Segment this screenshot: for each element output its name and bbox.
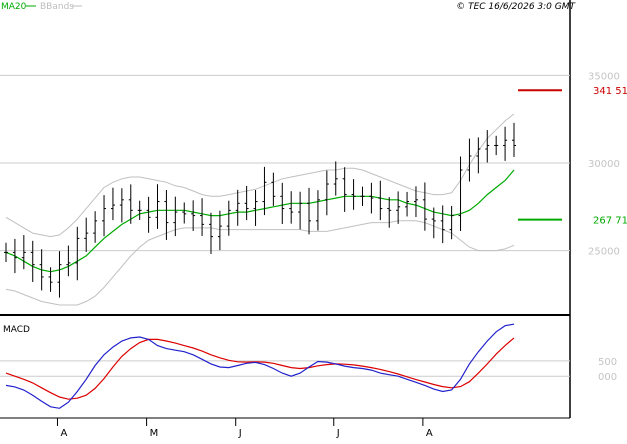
price-bar: [342, 167, 347, 212]
price-bar: [66, 245, 71, 277]
bbands-upper-line: [5, 113, 515, 238]
macd-line: [5, 323, 515, 409]
price-bar: [271, 172, 276, 206]
price-bar: [467, 138, 472, 182]
ma20-overlay: [5, 169, 515, 273]
price-bar: [387, 197, 392, 228]
price-bar: [422, 182, 427, 231]
price-tick-label: 25000: [588, 247, 620, 258]
resistance-level-label: 341 51: [593, 86, 627, 97]
price-bar: [244, 185, 249, 221]
price-bar: [191, 200, 196, 232]
bbands-lower-line: [5, 220, 515, 306]
month-label: M: [150, 428, 159, 439]
price-bar: [226, 200, 231, 236]
price-bar: [146, 196, 151, 233]
price-bar: [208, 212, 213, 254]
price-bar: [57, 251, 62, 298]
price-bar: [280, 182, 285, 225]
price-bar: [12, 238, 17, 274]
macd-tick-label: 500: [598, 357, 617, 368]
macd-title: MACD: [3, 325, 30, 335]
price-bar: [458, 156, 463, 232]
price-bar: [253, 189, 258, 226]
price-bar: [503, 126, 508, 161]
price-bar: [182, 202, 187, 224]
price-bar: [21, 235, 26, 270]
support-level-label: 267 71: [593, 216, 627, 227]
price-bar: [137, 200, 142, 220]
price-tick-label: 35000: [588, 71, 620, 82]
price-bar: [48, 267, 53, 292]
macd-signal-line: [5, 337, 515, 400]
price-bar: [119, 188, 124, 223]
macd-tick-label: 000: [598, 372, 617, 383]
macd-lines: [5, 323, 515, 409]
price-bar: [93, 211, 98, 243]
legend-bbands-label: BBands: [40, 2, 74, 12]
price-bar: [315, 190, 320, 231]
price-bar: [173, 196, 178, 237]
price-bar: [333, 161, 338, 196]
price-bar: [360, 186, 365, 206]
price-bar: [449, 205, 454, 240]
month-label: A: [60, 428, 67, 439]
price-bar: [440, 205, 445, 244]
price-bar: [512, 122, 516, 158]
price-bar: [75, 226, 80, 281]
price-bar: [102, 195, 107, 237]
copyright-text: © TEC 16/6/2026 3:0 GMT: [456, 2, 576, 12]
price-bar: [431, 207, 436, 239]
price-bar: [84, 217, 89, 252]
price-bar: [324, 170, 329, 216]
price-bar: [110, 187, 115, 221]
key-levels: 341 51 267 71: [518, 86, 627, 227]
price-bar: [351, 179, 356, 210]
price-bar: [39, 249, 44, 291]
price-bar: [30, 240, 35, 283]
bollinger-bands: [5, 113, 515, 306]
price-bars: [4, 122, 516, 298]
price-bar: [298, 191, 303, 230]
month-label: J: [336, 428, 340, 439]
price-bar: [405, 191, 410, 217]
chart-frame: [0, 0, 571, 419]
price-axis-ticks: 35000 30000 25000: [588, 71, 620, 257]
price-bar: [235, 189, 240, 226]
legend-ma20-label: MA20: [1, 2, 27, 12]
month-label: A: [426, 428, 433, 439]
price-bar: [289, 191, 294, 224]
price-tick-label: 30000: [588, 159, 620, 170]
price-bar: [369, 182, 374, 214]
price-bar: [476, 137, 481, 174]
price-bar: [217, 210, 222, 251]
price-bar: [485, 130, 490, 163]
price-bar: [494, 135, 499, 156]
price-bar: [200, 198, 205, 236]
legend: MA20 BBands: [1, 2, 82, 12]
price-bar: [4, 242, 8, 263]
price-grid: [0, 74, 570, 252]
price-bar: [413, 186, 418, 217]
month-label: J: [238, 428, 242, 439]
price-bar: [307, 187, 312, 235]
price-bar: [378, 180, 383, 221]
price-bar: [262, 166, 267, 216]
price-bar: [396, 191, 401, 224]
price-bar: [155, 184, 160, 229]
price-bar: [164, 189, 169, 240]
price-bar: [128, 184, 133, 224]
ma20-line: [5, 169, 515, 273]
